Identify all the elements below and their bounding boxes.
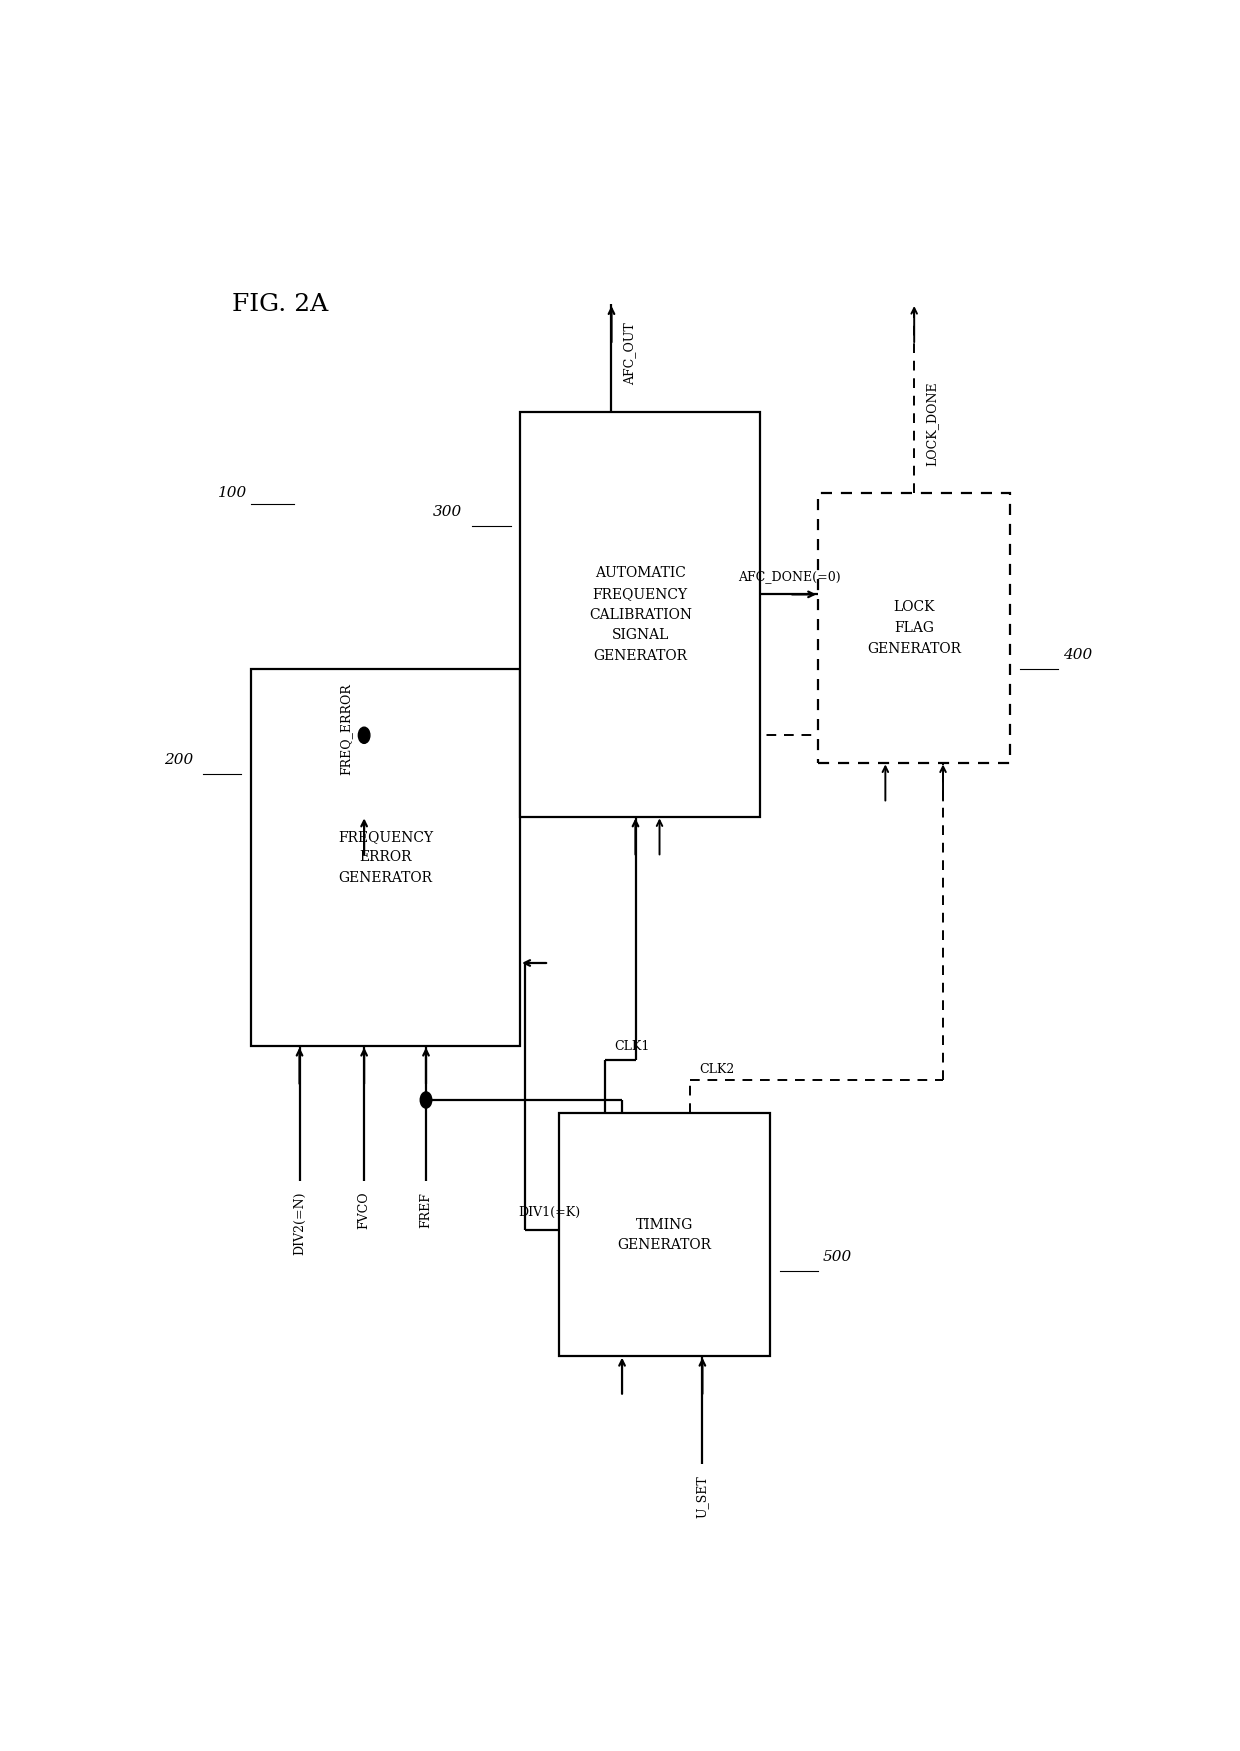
Text: U_SET: U_SET bbox=[696, 1474, 709, 1518]
Text: AUTOMATIC
FREQUENCY
CALIBRATION
SIGNAL
GENERATOR: AUTOMATIC FREQUENCY CALIBRATION SIGNAL G… bbox=[589, 566, 692, 664]
Text: FREQUENCY
ERROR
GENERATOR: FREQUENCY ERROR GENERATOR bbox=[339, 830, 433, 884]
Text: AFC_OUT: AFC_OUT bbox=[622, 322, 636, 385]
Text: AFC_DONE(=0): AFC_DONE(=0) bbox=[738, 571, 841, 583]
Text: LOCK_DONE: LOCK_DONE bbox=[926, 382, 939, 466]
Text: FREQ_ERROR: FREQ_ERROR bbox=[340, 683, 352, 776]
Text: CLK1: CLK1 bbox=[615, 1040, 650, 1052]
Text: 300: 300 bbox=[433, 504, 463, 518]
Circle shape bbox=[420, 1093, 432, 1108]
Text: LOCK
FLAG
GENERATOR: LOCK FLAG GENERATOR bbox=[867, 601, 961, 655]
Bar bbox=[250, 669, 521, 1045]
Text: FREF: FREF bbox=[419, 1192, 433, 1227]
Bar bbox=[521, 413, 760, 816]
Text: FIG. 2A: FIG. 2A bbox=[232, 292, 329, 315]
Text: TIMING
GENERATOR: TIMING GENERATOR bbox=[618, 1217, 712, 1252]
Text: FVCO: FVCO bbox=[357, 1192, 371, 1229]
Text: CLK2: CLK2 bbox=[699, 1063, 734, 1075]
Text: DIV1(=K): DIV1(=K) bbox=[518, 1206, 580, 1219]
Text: 500: 500 bbox=[823, 1250, 852, 1264]
Bar bbox=[558, 1114, 770, 1355]
Circle shape bbox=[358, 727, 370, 744]
Text: DIV2(=N): DIV2(=N) bbox=[293, 1192, 306, 1255]
Bar bbox=[818, 494, 1011, 763]
Text: 200: 200 bbox=[164, 753, 193, 767]
Text: 400: 400 bbox=[1063, 648, 1092, 662]
Text: 100: 100 bbox=[217, 487, 247, 501]
